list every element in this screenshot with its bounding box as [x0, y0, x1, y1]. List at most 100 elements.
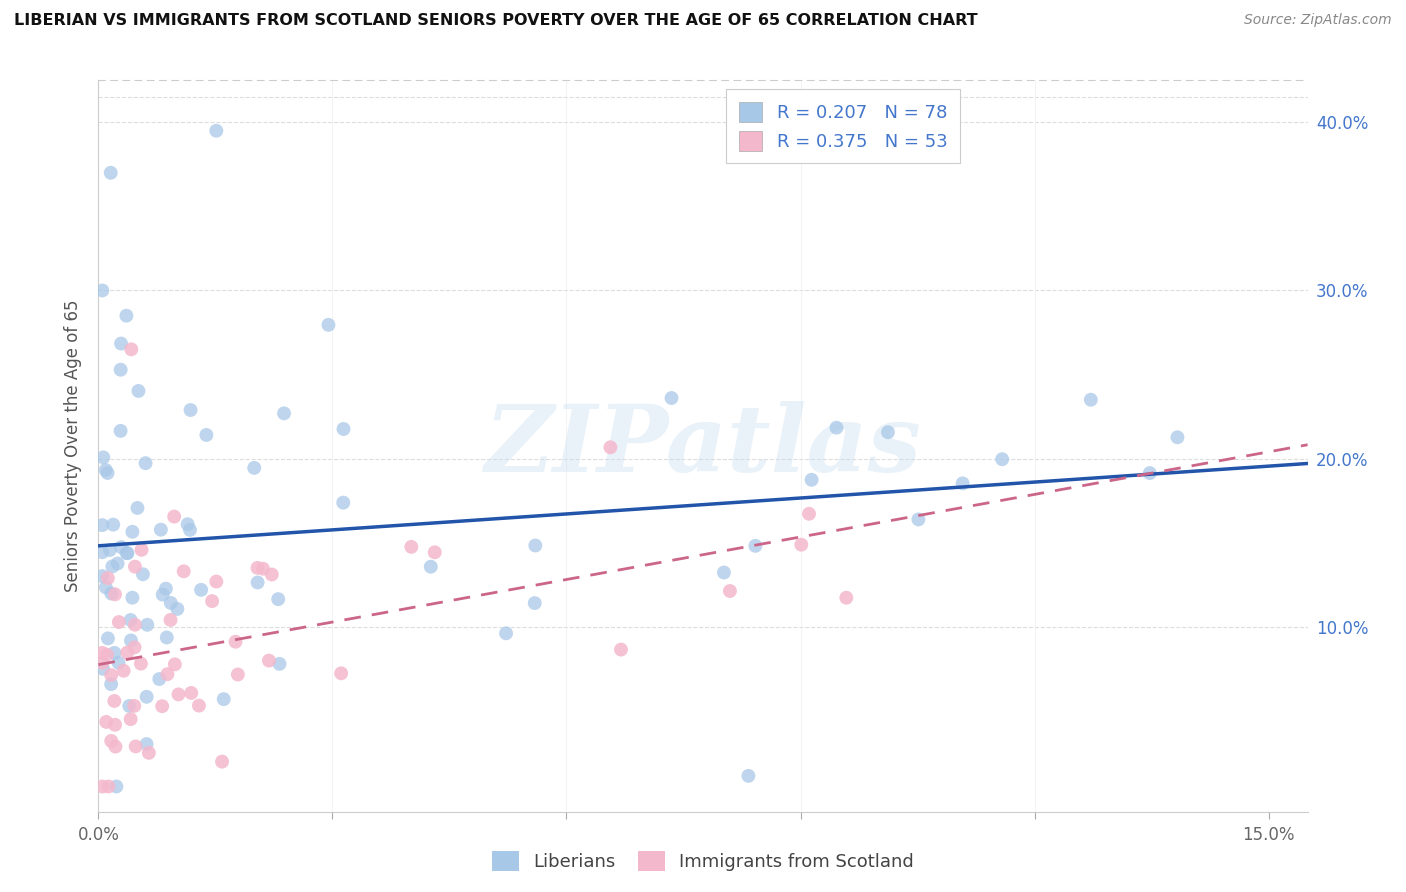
Point — [91, 569, 114, 583]
Point — [91, 656, 114, 670]
Point — [100, 166, 122, 180]
Point — [96, 466, 118, 480]
Point — [117, 646, 139, 660]
Point — [252, 562, 274, 576]
Point — [205, 124, 228, 138]
Point — [124, 640, 146, 655]
Point — [118, 698, 141, 713]
Point — [104, 739, 127, 754]
Point — [101, 559, 124, 574]
Point — [195, 428, 218, 442]
Point — [115, 546, 138, 560]
Point — [211, 755, 233, 769]
Point — [243, 461, 266, 475]
Point — [97, 780, 120, 794]
Point — [156, 631, 179, 645]
Point — [744, 539, 766, 553]
Point — [100, 668, 122, 682]
Point — [790, 538, 813, 552]
Point — [94, 580, 117, 594]
Point — [246, 561, 269, 575]
Point — [176, 517, 198, 532]
Point — [148, 672, 170, 686]
Point — [332, 422, 354, 436]
Point — [1139, 466, 1161, 480]
Point — [160, 596, 183, 610]
Point — [163, 509, 186, 524]
Point — [835, 591, 858, 605]
Point — [121, 524, 143, 539]
Point — [105, 780, 128, 794]
Point — [180, 686, 202, 700]
Point — [124, 739, 146, 754]
Point — [103, 694, 125, 708]
Point — [135, 737, 157, 751]
Point — [104, 587, 127, 601]
Point — [110, 362, 132, 376]
Point — [97, 632, 120, 646]
Point — [91, 450, 114, 465]
Point — [120, 343, 142, 357]
Point — [610, 642, 633, 657]
Point — [110, 540, 132, 554]
Point — [523, 596, 546, 610]
Point — [599, 440, 621, 454]
Point — [1166, 430, 1188, 444]
Point — [94, 463, 117, 477]
Point — [166, 602, 188, 616]
Point — [104, 718, 127, 732]
Point — [98, 543, 121, 558]
Point — [149, 523, 172, 537]
Text: Source: ZipAtlas.com: Source: ZipAtlas.com — [1244, 13, 1392, 28]
Text: LIBERIAN VS IMMIGRANTS FROM SCOTLAND SENIORS POVERTY OVER THE AGE OF 65 CORRELAT: LIBERIAN VS IMMIGRANTS FROM SCOTLAND SEN… — [14, 13, 977, 29]
Point — [190, 582, 212, 597]
Point — [96, 714, 118, 729]
Point — [138, 746, 160, 760]
Point — [135, 690, 157, 704]
Point — [91, 780, 114, 794]
Point — [103, 646, 125, 660]
Point — [877, 425, 900, 440]
Point — [201, 594, 224, 608]
Point — [825, 420, 848, 434]
Point — [167, 687, 190, 701]
Point — [226, 667, 249, 681]
Point — [273, 406, 295, 420]
Point — [713, 566, 735, 580]
Point — [131, 542, 153, 557]
Point — [135, 456, 157, 470]
Point — [97, 571, 120, 585]
Point — [120, 633, 142, 648]
Point — [115, 309, 138, 323]
Point — [129, 657, 152, 671]
Point — [661, 391, 683, 405]
Point — [797, 507, 820, 521]
Point — [318, 318, 340, 332]
Point — [117, 546, 139, 560]
Point — [718, 584, 741, 599]
Point — [100, 734, 122, 748]
Point — [127, 500, 149, 515]
Point — [159, 613, 181, 627]
Point — [107, 557, 129, 571]
Point — [332, 495, 354, 509]
Point — [100, 677, 122, 691]
Point — [110, 424, 132, 438]
Point — [423, 545, 446, 559]
Point — [150, 699, 173, 714]
Point — [205, 574, 228, 589]
Point — [108, 615, 131, 629]
Legend: Liberians, Immigrants from Scotland: Liberians, Immigrants from Scotland — [485, 844, 921, 879]
Point — [124, 617, 146, 632]
Point — [212, 692, 235, 706]
Point — [267, 592, 290, 607]
Point — [260, 567, 283, 582]
Point — [907, 512, 929, 526]
Point — [96, 648, 118, 662]
Point — [524, 539, 547, 553]
Point — [121, 591, 143, 605]
Point — [101, 517, 124, 532]
Point — [330, 666, 353, 681]
Point — [91, 284, 114, 298]
Point — [991, 452, 1014, 467]
